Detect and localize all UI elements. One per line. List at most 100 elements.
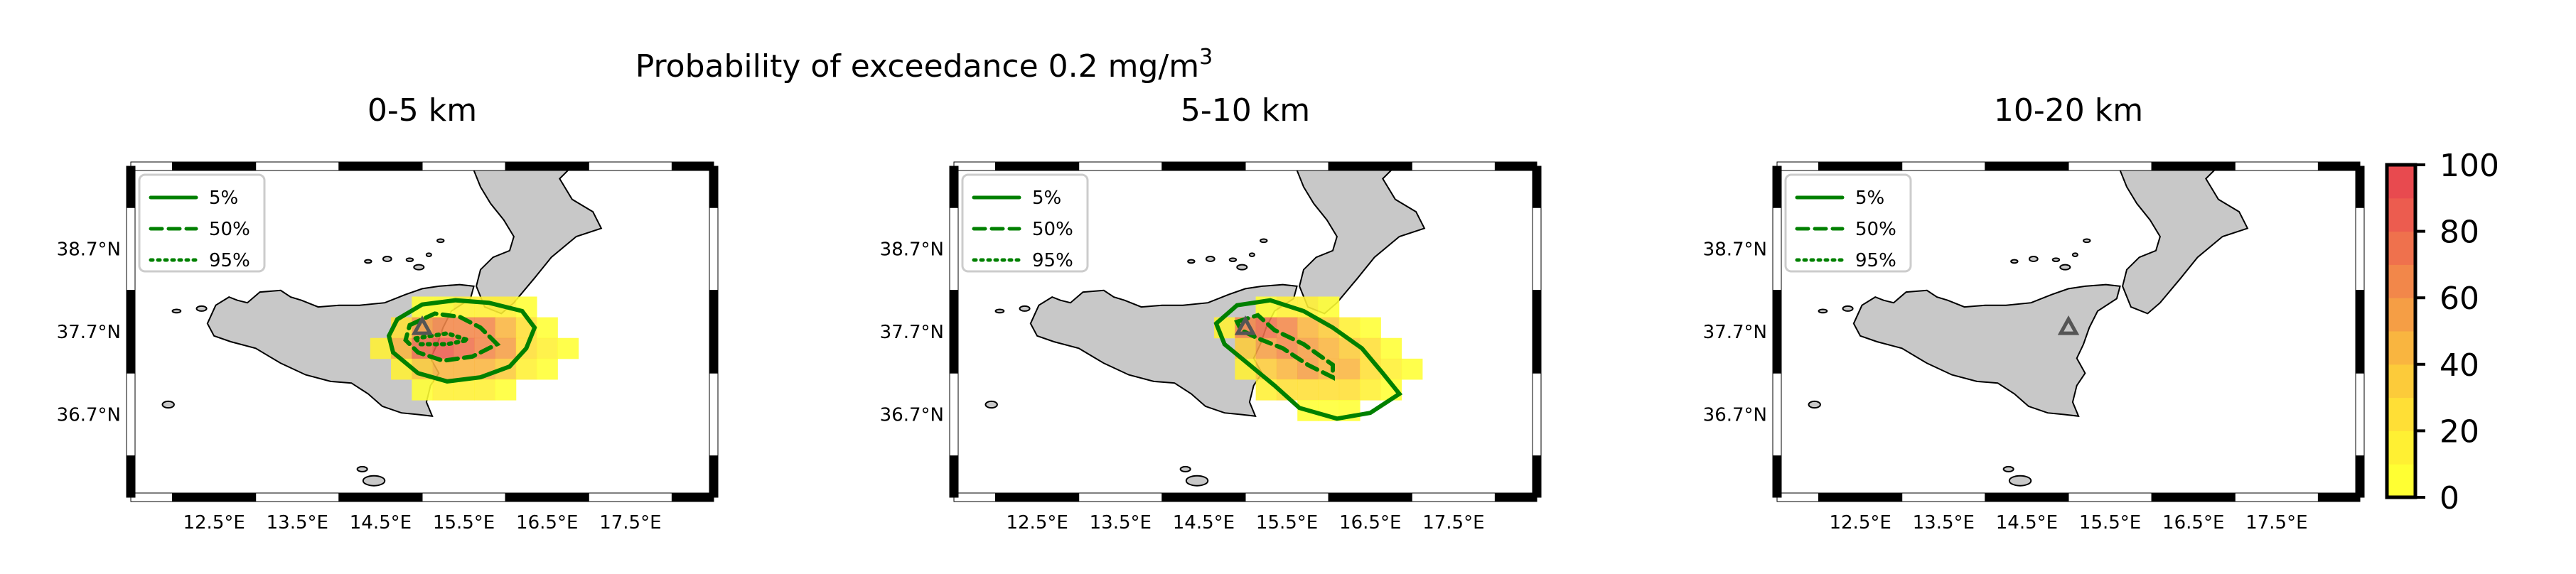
x-tick-label: 14.5°E [1173,512,1235,534]
colorbar-band [2387,231,2415,265]
colorbar-tick-label: 20 [2440,413,2479,450]
island [984,400,998,409]
heatmap-cell [1276,358,1298,380]
island [1179,465,1191,472]
contour-dotted [411,331,477,347]
map-frame [126,161,719,502]
island [195,305,208,312]
y-tick-label: 36.7°N [1703,405,1767,426]
legend-label: 95% [1032,250,1073,271]
heatmap-cell [537,358,558,380]
island [2028,255,2039,262]
figure-suptitle: Probability of exceedance 0.2 mg/m3 [635,45,1213,85]
colorbar-band [2387,197,2415,232]
colorbar-band [2387,264,2415,298]
colorbar-band [2387,165,2415,199]
heatmap-cell [412,379,434,401]
island [2059,264,2071,271]
x-tick-label: 13.5°E [1913,512,1975,534]
island [2002,465,2014,472]
colorbar-band [2387,397,2415,431]
x-tick-label: 17.5°E [599,512,661,534]
colorbar-band [2387,464,2415,498]
island [2071,252,2078,257]
island [356,465,368,472]
heatmap-cell [1380,337,1402,359]
colorbar-tick-label: 40 [2440,347,2479,384]
x-tick-label: 16.5°E [1339,512,1401,534]
x-tick-label: 16.5°E [2162,512,2224,534]
island [2083,238,2091,244]
x-tick-label: 17.5°E [2245,512,2307,534]
map-panel-0: 0-5 km 12.5°E 13.5°E 14.5°E 15.5°E 16.5°E 17.5… [57,92,719,534]
island [413,264,425,271]
y-tick-label: 36.7°N [57,405,121,426]
colorbar-band [2387,364,2415,399]
island [364,259,372,264]
legend-label: 5% [1032,188,1061,209]
legend-label: 5% [1855,188,1884,209]
calabria-land [2118,166,2249,315]
suptitle-main: Probability of exceedance 0.2 mg/m [635,48,1199,85]
colorbar-band [2387,298,2415,332]
panel-title: 10-20 km [1994,92,2143,129]
y-tick-label: 37.7°N [880,322,944,343]
island [994,308,1005,314]
x-tick-label: 15.5°E [2079,512,2141,534]
x-tick-label: 15.5°E [433,512,495,534]
legend-label: 5% [209,188,238,209]
island [1228,257,1238,262]
island [171,308,182,314]
island [2008,475,2032,487]
heatmap-cell [370,337,392,359]
x-tick-label: 12.5°E [1006,512,1068,534]
heatmap-cell [557,337,579,359]
island [1187,259,1196,264]
island [1185,475,1209,487]
island [1818,308,1828,314]
x-tick-label: 14.5°E [350,512,412,534]
panel-title: 5-10 km [1181,92,1310,129]
heatmap-cell [537,337,558,359]
island [405,257,414,262]
heatmap-cell [1297,317,1319,339]
legend: 5% 50% 95% [1784,173,1912,273]
island [436,238,445,244]
island [382,255,392,262]
map-panel-2: 10-20 km 12.5°E 13.5°E 14.5°E 15.5°E 16.5°E 17… [1703,92,2365,534]
island [1236,264,1248,271]
contour-solid [1213,298,1403,421]
colorbar-band [2387,430,2415,465]
y-tick-label: 37.7°N [1703,322,1767,343]
contour-dashed [1234,313,1335,381]
heatmap-cell [495,337,517,359]
map-frame [949,161,1542,502]
colorbar-band [2387,331,2415,365]
heatmap-cell [1338,379,1361,401]
y-tick-label: 38.7°N [57,239,121,261]
colorbar: 0 20 40 60 80 100 [2385,148,2499,516]
colorbar-tick-label: 80 [2440,215,2479,251]
island [362,475,386,487]
heatmap-cell [495,317,517,339]
island [161,400,175,409]
colorbar-tick-label: 0 [2440,480,2459,516]
volcano-marker [2057,315,2080,335]
contour-solid [386,298,537,384]
legend-label: 50% [1855,219,1896,240]
heatmap-cell [453,358,475,380]
volcano-marker [411,315,434,335]
island [1260,238,1268,244]
heatmap-cell [537,317,558,339]
heatmap-cell [453,379,475,401]
heatmap-cell [1360,317,1381,339]
contour-dashed [403,311,501,363]
legend-label: 50% [209,219,250,240]
heatmap-cell [495,379,517,401]
colorbar-tick-label: 60 [2440,281,2479,317]
island [1205,255,1215,262]
x-tick-label: 13.5°E [267,512,328,534]
sicily-land [1852,283,2121,417]
x-tick-label: 16.5°E [516,512,578,534]
heatmap-cell [1338,358,1361,380]
